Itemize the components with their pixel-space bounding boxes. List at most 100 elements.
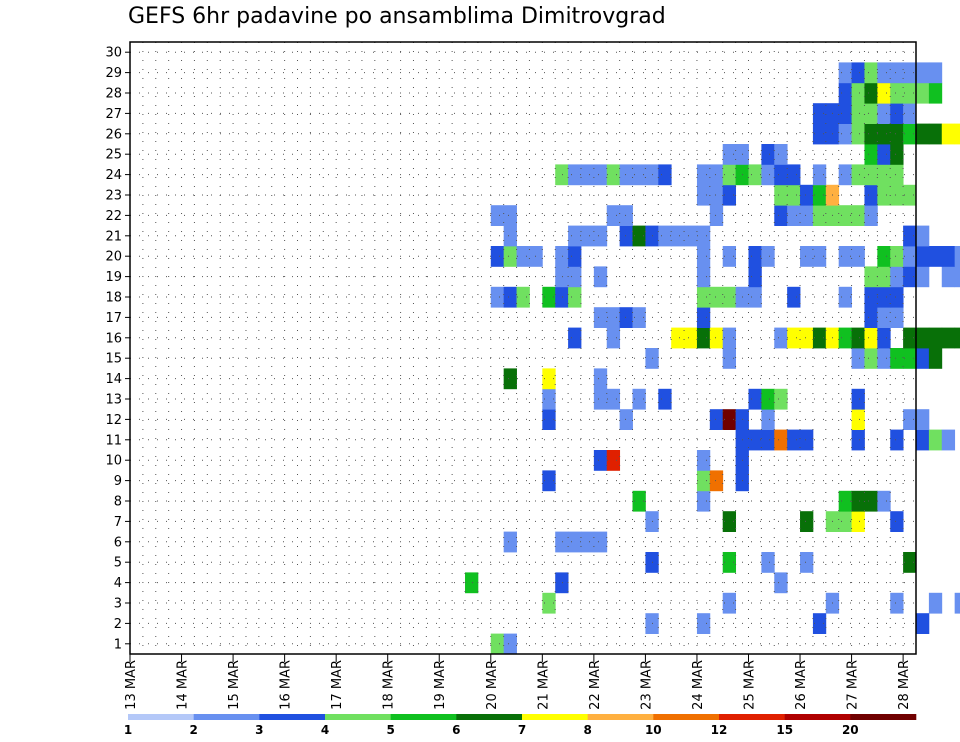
heatmap-cell bbox=[864, 103, 878, 124]
y-tick-label: 7 bbox=[114, 515, 122, 530]
heatmap-cell bbox=[722, 144, 737, 165]
y-tick-label: 13 bbox=[105, 393, 122, 408]
heatmap-cell bbox=[941, 429, 956, 451]
heatmap-cell bbox=[890, 144, 904, 165]
x-tick-label: 14 MAR bbox=[176, 660, 191, 710]
colorbar-swatch bbox=[390, 714, 457, 720]
y-axis-labels: 1234567891011121314151617181920212223242… bbox=[105, 46, 122, 653]
heatmap-cell bbox=[928, 327, 943, 349]
y-tick-label: 14 bbox=[105, 372, 122, 387]
colorbar-label: 5 bbox=[387, 723, 395, 737]
x-tick-label: 19 MAR bbox=[433, 660, 448, 710]
heatmap-cell bbox=[748, 266, 762, 288]
y-tick-label: 2 bbox=[114, 617, 122, 632]
x-tick-label: 16 MAR bbox=[279, 660, 294, 710]
heatmap-cell bbox=[838, 286, 852, 308]
heatmap-cell bbox=[555, 531, 569, 553]
heatmap-cell bbox=[941, 123, 956, 145]
heatmap-cell bbox=[877, 164, 891, 186]
heatmap-cell bbox=[838, 62, 852, 84]
heatmap-cell bbox=[632, 490, 646, 512]
heatmap-cell bbox=[516, 286, 530, 308]
y-tick-label: 1 bbox=[114, 637, 122, 652]
heatmap-cell bbox=[593, 307, 608, 328]
heatmap-cell bbox=[851, 103, 865, 124]
heatmap-cell bbox=[838, 511, 852, 532]
heatmap-cell bbox=[542, 409, 556, 430]
heatmap-cell bbox=[774, 205, 788, 226]
heatmap-cell bbox=[928, 62, 943, 84]
heatmap-cell bbox=[722, 409, 737, 430]
plot-frame bbox=[125, 41, 917, 662]
y-tick-label: 22 bbox=[105, 209, 122, 224]
heatmap-cell bbox=[838, 205, 852, 226]
heatmap-cell bbox=[928, 348, 943, 369]
heatmap-cell bbox=[890, 307, 904, 328]
heatmap-cell bbox=[619, 225, 633, 247]
heatmap-cell bbox=[890, 184, 904, 206]
colorbar-label: 6 bbox=[452, 723, 460, 737]
heatmap-cell bbox=[903, 409, 917, 430]
heatmap-cell bbox=[877, 348, 891, 369]
heatmap-cell bbox=[928, 123, 943, 145]
heatmap-cell bbox=[542, 368, 556, 390]
y-tick-label: 20 bbox=[105, 250, 122, 265]
heatmap-cell bbox=[812, 164, 827, 186]
heatmap-cell bbox=[555, 266, 569, 288]
heatmap-cell bbox=[851, 123, 865, 145]
colorbar-swatch bbox=[325, 714, 391, 720]
heatmap-cell bbox=[903, 184, 917, 206]
heatmap-cell bbox=[542, 388, 556, 410]
heatmap-cell bbox=[580, 531, 595, 553]
heatmap-cell bbox=[890, 348, 904, 369]
heatmap-cell bbox=[696, 450, 711, 471]
heatmap-cell bbox=[709, 327, 724, 349]
heatmap-cell bbox=[787, 184, 801, 206]
heatmap-cell bbox=[658, 164, 672, 186]
heatmap-cell bbox=[928, 429, 943, 451]
heatmap-cell bbox=[465, 572, 479, 594]
heatmap-cell bbox=[632, 164, 646, 186]
heatmap-cell bbox=[632, 225, 646, 247]
heatmap-cell bbox=[490, 286, 505, 308]
colorbar: 1 2 3 4 5 6 7 8 10 12 15 20 bbox=[124, 714, 917, 737]
heatmap-cell bbox=[658, 225, 672, 247]
heatmap-cell bbox=[851, 205, 865, 226]
heatmap-cell bbox=[658, 388, 672, 410]
colorbar-swatch bbox=[784, 714, 851, 720]
heatmap-cell bbox=[696, 490, 711, 512]
heatmap-cell bbox=[890, 266, 904, 288]
heatmap-cell bbox=[774, 572, 788, 594]
heatmap-cell bbox=[903, 225, 917, 247]
heatmap-cell bbox=[516, 246, 530, 267]
heatmap-cell bbox=[709, 164, 724, 186]
heatmap-cell bbox=[787, 286, 801, 308]
heatmap-cell bbox=[864, 286, 878, 308]
heatmap-cell bbox=[916, 266, 930, 288]
heatmap-cell bbox=[490, 633, 505, 655]
heatmap-cell bbox=[916, 82, 930, 104]
heatmap-cell bbox=[877, 62, 891, 84]
heatmap-cell bbox=[696, 327, 711, 349]
heatmap-cell bbox=[864, 184, 878, 206]
heatmap-cell bbox=[864, 327, 878, 349]
heatmap-cell bbox=[864, 307, 878, 328]
heatmap-cell bbox=[709, 286, 724, 308]
heatmap-cell bbox=[787, 327, 801, 349]
x-tick-label: 13 MAR bbox=[124, 660, 139, 710]
heatmap-cell bbox=[890, 429, 904, 451]
heatmap-cell bbox=[606, 307, 621, 328]
colorbar-swatch bbox=[587, 714, 654, 720]
heatmap-cell bbox=[696, 184, 711, 206]
heatmap-cell bbox=[503, 246, 517, 267]
heatmap-cell bbox=[671, 327, 685, 349]
x-tick-label: 24 MAR bbox=[691, 660, 706, 710]
x-tick-label: 27 MAR bbox=[846, 660, 861, 710]
heatmap-cell bbox=[671, 225, 685, 247]
heatmap-cell bbox=[890, 164, 904, 186]
heatmap-cell bbox=[903, 348, 917, 369]
heatmap-cell bbox=[684, 225, 698, 247]
heatmap-cell bbox=[877, 82, 891, 104]
heatmap-cell bbox=[722, 286, 737, 308]
heatmap-cell bbox=[580, 225, 595, 247]
